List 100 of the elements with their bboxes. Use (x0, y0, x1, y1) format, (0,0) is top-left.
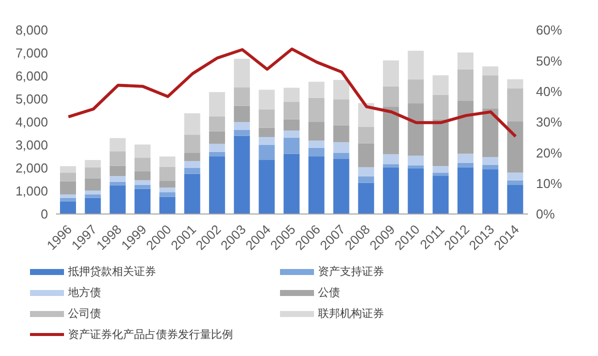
bar (408, 103, 424, 156)
bar (60, 181, 76, 194)
bar (60, 194, 76, 198)
bar (110, 185, 126, 214)
bar (184, 134, 200, 154)
bar (184, 174, 200, 214)
bar (308, 122, 324, 141)
bar (333, 142, 350, 154)
y2-tick-label: 40% (536, 84, 562, 99)
bar (159, 156, 176, 167)
bar (60, 198, 76, 202)
bar (184, 168, 200, 174)
bar (382, 86, 399, 107)
bar (408, 168, 424, 214)
bar (110, 182, 126, 186)
bar (60, 201, 76, 214)
bar (408, 156, 424, 166)
bar (159, 196, 176, 214)
bar (258, 128, 275, 137)
bar (284, 138, 300, 154)
bar (432, 75, 449, 95)
bar (258, 145, 275, 160)
bar (382, 106, 399, 154)
y2-tick-label: 20% (536, 145, 562, 160)
legend-label: 公债 (318, 285, 340, 300)
legend-label: 联邦机构证券 (318, 306, 384, 321)
legend-label: 资产证券化产品占债券发行量比例 (68, 327, 233, 342)
bar (134, 180, 151, 185)
bar (258, 109, 275, 128)
bar (382, 167, 399, 214)
bar (358, 103, 374, 128)
y2-tick-label: 10% (536, 176, 562, 191)
bar (507, 88, 524, 122)
bar (209, 92, 226, 116)
bar (209, 144, 226, 152)
bar (333, 153, 350, 160)
bar (482, 169, 498, 214)
bar (432, 166, 449, 173)
bar (258, 90, 275, 110)
bar (184, 113, 200, 135)
bar (507, 185, 524, 214)
bar (358, 143, 374, 168)
bar (284, 88, 300, 102)
bar (408, 165, 424, 168)
bar (209, 156, 226, 214)
bar (234, 130, 250, 136)
y2-tick-label: 30% (536, 114, 562, 130)
bar (134, 184, 151, 189)
bar (234, 106, 250, 122)
y2-tick-label: 0% (536, 206, 556, 222)
legend-label: 公司债 (68, 306, 101, 321)
bar (457, 162, 474, 168)
bar (457, 167, 474, 214)
bar (284, 154, 300, 214)
bar (382, 154, 399, 164)
bar (84, 190, 101, 194)
y-tick-label: 0 (40, 206, 48, 222)
bar (134, 171, 151, 180)
bar (482, 156, 498, 165)
bar (159, 180, 176, 188)
bar (84, 178, 101, 191)
bar (507, 122, 524, 173)
bar (333, 80, 350, 100)
bar (382, 60, 399, 86)
bar (159, 188, 176, 192)
bar (234, 136, 250, 214)
y2-tick-label: 60% (536, 22, 562, 38)
bar (184, 153, 200, 162)
bar (84, 160, 101, 168)
bar (408, 79, 424, 104)
bar (284, 119, 300, 131)
bar (60, 166, 76, 173)
bar (110, 176, 126, 182)
bar (432, 176, 449, 214)
y-tick-label: 2,000 (15, 160, 48, 176)
bar (333, 159, 350, 214)
bar (234, 122, 250, 130)
bar (358, 167, 374, 176)
bar (308, 98, 324, 122)
bar (258, 160, 275, 214)
bar (358, 182, 374, 214)
bar (507, 180, 524, 186)
bar (184, 161, 200, 168)
bar (507, 79, 524, 88)
bar (84, 194, 101, 198)
bar (308, 156, 324, 214)
bar (382, 164, 399, 168)
y-tick-label: 5,000 (15, 92, 48, 107)
bar (284, 102, 300, 120)
bar (284, 130, 300, 138)
bar (159, 192, 176, 197)
bar (209, 131, 226, 144)
bar (209, 152, 226, 156)
y-tick-label: 7,000 (15, 46, 48, 61)
bar (408, 50, 424, 80)
bar (84, 198, 101, 214)
line-series (66, 48, 518, 138)
legend-label: 抵押贷款相关证券 (68, 264, 156, 279)
bar (457, 52, 474, 70)
bar (432, 94, 449, 120)
